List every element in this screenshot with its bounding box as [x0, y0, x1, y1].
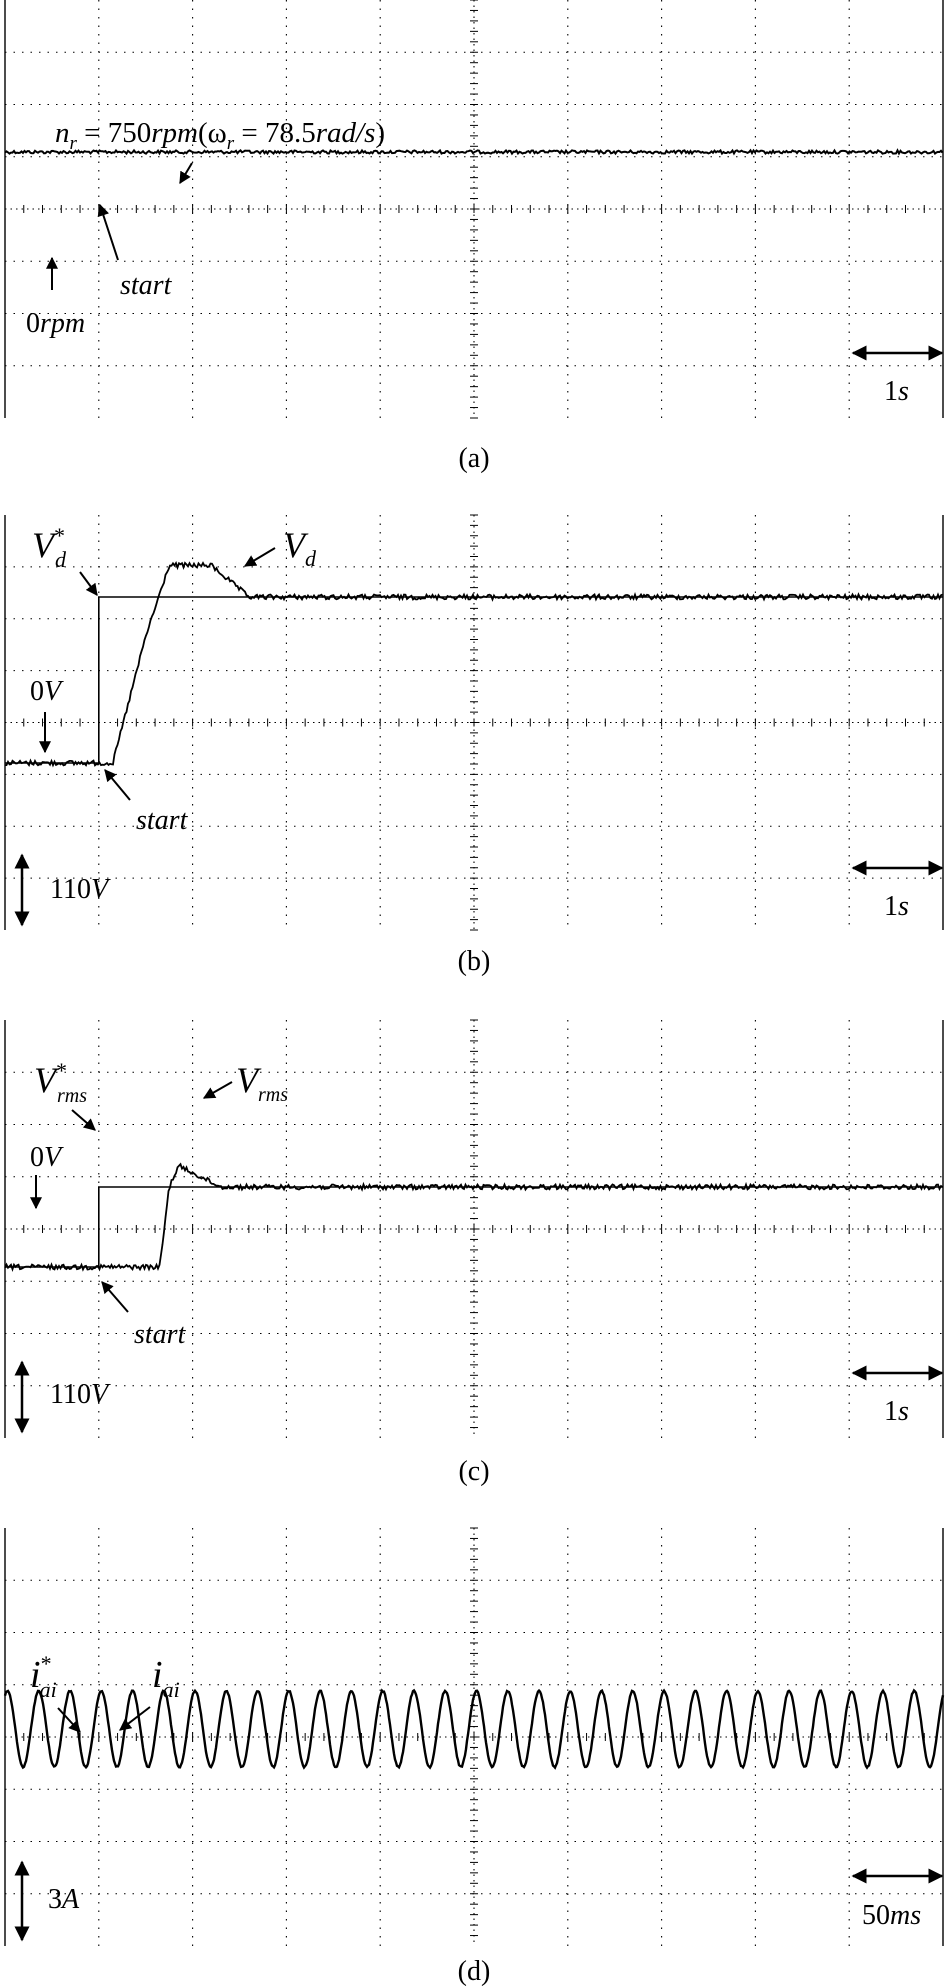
panel-a-zero-label: 0rpm — [26, 308, 85, 339]
panel-b-grid — [4, 514, 944, 931]
panel-a-start-arrow — [97, 203, 119, 261]
panel-d-grid — [4, 1527, 944, 1946]
panel-a-speed-annotation: nr = 750rpm(ωr = 78.5rad/s) — [55, 117, 385, 154]
panel-a-speed-trace — [4, 148, 944, 156]
panel-b-zero-label: 0V — [30, 676, 64, 707]
panel-b-reference-arrow — [79, 571, 98, 596]
panel-d: i* ai iai 3A 50ms (d) — [3, 1527, 945, 1987]
panel-d-caption: (d) — [458, 1956, 491, 1987]
panel-d-amp-scale-label: 3A — [48, 1884, 80, 1915]
panel-c-start-arrow — [101, 1281, 129, 1313]
panel-a-start-label: start — [120, 270, 173, 301]
panel-b-measured-arrow — [243, 547, 276, 567]
panel-b-measured-trace — [5, 561, 943, 768]
panel-b-measured-label: Vd — [283, 525, 317, 571]
panel-d-reference-label: i* ai — [30, 1651, 57, 1702]
panel-c: V* rms Vrms 0V start 110V 1s (c) — [4, 1019, 944, 1487]
panel-d-current-trace — [3, 1688, 945, 1770]
panel-c-caption: (c) — [458, 1456, 489, 1487]
panel-d-time-scale-label: 50ms — [862, 1900, 921, 1931]
panel-a-grid — [4, 0, 944, 419]
panel-c-zero-label: 0V — [30, 1142, 64, 1173]
panel-b-caption: (b) — [458, 946, 491, 977]
panel-c-amp-scale-label: 110V — [50, 1379, 111, 1410]
panel-a-caption: (a) — [458, 443, 489, 474]
panel-c-time-scale-label: 1s — [884, 1396, 909, 1427]
panel-a-time-scale-label: 1s — [884, 376, 909, 407]
panel-a-speed-arrow — [179, 162, 193, 185]
panel-a: nr = 750rpm(ωr = 78.5rad/s) start 0rpm 1… — [4, 0, 944, 474]
panel-c-reference-arrow — [71, 1109, 96, 1131]
panel-c-measured-arrow — [202, 1081, 233, 1099]
panel-c-grid — [4, 1019, 944, 1438]
panel-c-reference-label: V* rms — [34, 1058, 87, 1107]
panel-d-measured-label: iai — [152, 1654, 180, 1702]
panel-d-measured-arrow — [119, 1706, 151, 1731]
panel-b-start-label: start — [136, 805, 189, 836]
panel-b-amp-scale-label: 110V — [50, 874, 111, 905]
panel-b-reference-label: V* d — [32, 523, 67, 572]
panel-c-start-label: start — [134, 1319, 187, 1350]
panel-b-time-scale-label: 1s — [884, 891, 909, 922]
panel-c-measured-label: Vrms — [236, 1060, 288, 1106]
panel-c-measured-trace — [4, 1162, 943, 1273]
panel-d-reference-arrow — [57, 1707, 81, 1733]
panel-b-start-arrow — [104, 769, 131, 801]
panel-b: V* d Vd 0V start 110V 1s (b) — [4, 514, 944, 977]
